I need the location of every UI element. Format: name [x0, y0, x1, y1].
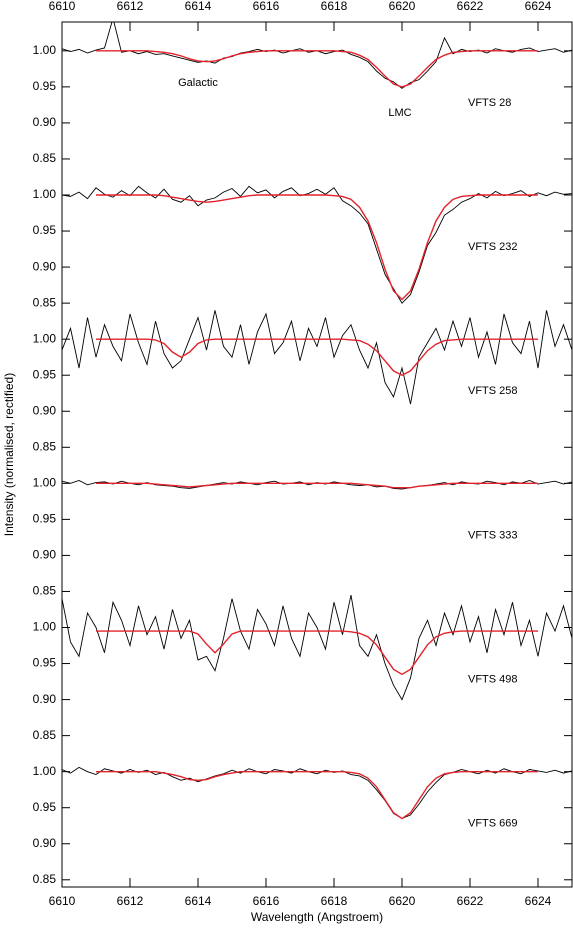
y-tick-label: 0.90 [33, 548, 57, 562]
x-tick-label: 6610 [49, 894, 76, 908]
spectrum-line [96, 194, 538, 301]
spectrum-line [96, 770, 538, 820]
x-tick-label: 6624 [525, 894, 552, 908]
y-tick-label: 0.95 [33, 656, 57, 670]
x-tick-label: 6614 [185, 0, 212, 13]
spectrum-line [96, 482, 538, 489]
x-tick-label: 6620 [389, 0, 416, 13]
y-tick-label: 0.95 [33, 79, 57, 93]
x-tick-label: 6616 [253, 0, 280, 13]
annotation: Galactic [178, 77, 218, 89]
annotation: LMC [388, 107, 411, 119]
panel-label: VFTS 258 [468, 385, 518, 397]
plot-lines [62, 22, 572, 820]
y-tick-label: 0.85 [33, 439, 57, 453]
y-tick-label: 1.00 [33, 43, 57, 57]
x-tick-label: 6612 [117, 894, 144, 908]
y-tick-label: 1.00 [33, 620, 57, 634]
spectrum-line [62, 594, 572, 701]
x-tick-label: 6618 [321, 894, 348, 908]
y-tick-label: 0.95 [33, 800, 57, 814]
x-tick-label: 6612 [117, 0, 144, 13]
x-tick-label: 6620 [389, 894, 416, 908]
y-tick-label: 1.00 [33, 764, 57, 778]
panel-label: VFTS 333 [468, 529, 518, 541]
panel-label: VFTS 232 [468, 241, 518, 253]
y-tick-label: 0.90 [33, 692, 57, 706]
x-tick-label: 6618 [321, 0, 348, 13]
y-tick-label: 0.95 [33, 223, 57, 237]
y-tick-label: 0.85 [33, 872, 57, 886]
x-tick-label: 6610 [49, 0, 76, 13]
y-tick-label: 0.90 [33, 403, 57, 417]
spectrum-line [96, 338, 538, 376]
plot-frame [61, 21, 573, 888]
spectrum-line [62, 310, 572, 405]
spectrum-line [62, 22, 572, 89]
x-tick-label: 6622 [457, 0, 484, 13]
y-axis-label: Intensity (normalised, rectified) [2, 373, 16, 536]
x-tick-label: 6624 [525, 0, 552, 13]
spectrum-line [96, 630, 538, 676]
panel-label: VFTS 28 [468, 97, 511, 109]
panel-label: VFTS 498 [468, 674, 518, 686]
spectrum-line [96, 50, 538, 88]
spectrum-line [62, 479, 572, 490]
y-tick-label: 0.90 [33, 836, 57, 850]
y-tick-label: 0.85 [33, 728, 57, 742]
y-tick-label: 0.85 [33, 295, 57, 309]
spectrum-line [62, 185, 572, 304]
x-tick-label: 6614 [185, 894, 212, 908]
y-tick-label: 1.00 [33, 476, 57, 490]
y-tick-label: 0.90 [33, 259, 57, 273]
x-tick-label: 6616 [253, 894, 280, 908]
y-tick-label: 1.00 [33, 331, 57, 345]
x-tick-label: 6622 [457, 894, 484, 908]
y-tick-label: 1.00 [33, 187, 57, 201]
y-tick-label: 0.85 [33, 584, 57, 598]
panel-label: VFTS 669 [468, 818, 518, 830]
y-tick-label: 0.85 [33, 151, 57, 165]
y-tick-label: 0.90 [33, 115, 57, 129]
spectrum-line [62, 766, 572, 820]
y-tick-label: 0.95 [33, 512, 57, 526]
x-axis-label: Wavelength (Angstroem) [251, 910, 383, 924]
y-tick-label: 0.95 [33, 367, 57, 381]
